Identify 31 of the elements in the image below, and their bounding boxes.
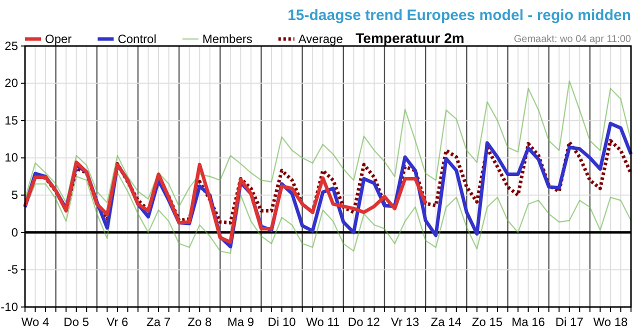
x-tick-label: Za 14 xyxy=(430,314,462,329)
x-tick-label: Zo 15 xyxy=(472,314,503,329)
x-tick-label: Wo 11 xyxy=(306,314,340,329)
y-tick-label: -10 xyxy=(0,300,18,314)
y-tick-label: 25 xyxy=(4,38,18,53)
x-tick-label: Di 10 xyxy=(268,314,296,329)
x-tick-label: Ma 9 xyxy=(227,314,254,329)
x-tick-label: Wo 18 xyxy=(593,314,628,329)
x-tick-label: Wo 4 xyxy=(21,314,50,329)
legend-label: Members xyxy=(202,32,252,46)
y-tick-label: 5 xyxy=(11,188,18,202)
y-tick-label: 20 xyxy=(4,76,18,90)
line-series xyxy=(23,160,428,244)
y-tick-label: 0 xyxy=(11,225,18,240)
chart-title: 15-daagse trend Europees model - regio midden xyxy=(288,7,631,24)
x-tick-label: Za 7 xyxy=(146,314,171,329)
x-tick-label: Ma 16 xyxy=(512,314,546,329)
text: Gemaakt: wo 04 apr 11:00 xyxy=(514,34,632,45)
x-tick-label: Di 17 xyxy=(555,314,584,329)
x-tick-label: Vr 6 xyxy=(106,314,129,329)
legend-label: Average xyxy=(298,32,344,46)
legend-label: Control xyxy=(118,32,156,46)
y-tick-label: -5 xyxy=(7,262,18,277)
y-tick-label: 10 xyxy=(4,150,18,165)
chart-subtitle: Temperatuur 2m xyxy=(356,30,464,46)
x-tick-label: Zo 8 xyxy=(188,314,212,329)
x-tick-label: Do 12 xyxy=(348,314,380,329)
x-tick-label: Do 5 xyxy=(64,314,90,329)
x-tick-label: Vr 13 xyxy=(390,314,420,329)
legend-label: Oper xyxy=(45,32,72,46)
y-tick-label: 15 xyxy=(4,113,18,128)
